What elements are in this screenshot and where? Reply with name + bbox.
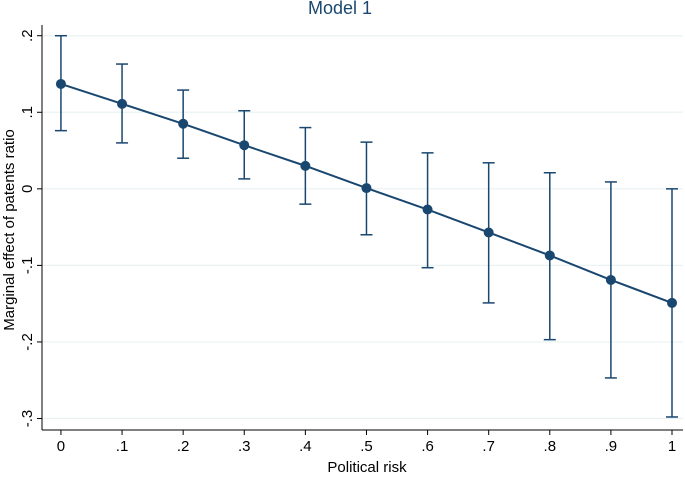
point [483,227,494,238]
point [605,274,616,285]
y-tick-label: -.2 [19,333,36,351]
x-tick-label: .1 [116,438,129,455]
x-tick-label: .8 [544,438,557,455]
point [361,183,372,194]
y-tick-label: .1 [19,106,36,119]
point [55,78,66,89]
x-tick-label: .9 [605,438,618,455]
point [667,297,678,308]
chart-title: Model 1 [308,0,372,18]
x-tick-label: .5 [360,438,373,455]
x-axis-title: Political risk [327,459,407,476]
x-tick-label: .2 [177,438,190,455]
point [117,98,128,109]
y-tick-label: .2 [19,29,36,42]
point [300,160,311,171]
y-tick-label: -.1 [19,257,36,275]
x-tick-label: .6 [421,438,434,455]
x-tick-label: .4 [299,438,312,455]
x-tick-label: .3 [238,438,251,455]
point [544,250,555,261]
x-tick-label: 0 [57,438,65,455]
y-axis-title: Marginal effect of patents ratio [1,129,18,331]
x-tick-label: 1 [668,438,676,455]
point [178,118,189,129]
point [422,204,433,215]
point [239,140,250,151]
y-tick-label: 0 [19,185,36,193]
y-tick-label: -.3 [19,410,36,428]
x-tick-label: .7 [482,438,495,455]
